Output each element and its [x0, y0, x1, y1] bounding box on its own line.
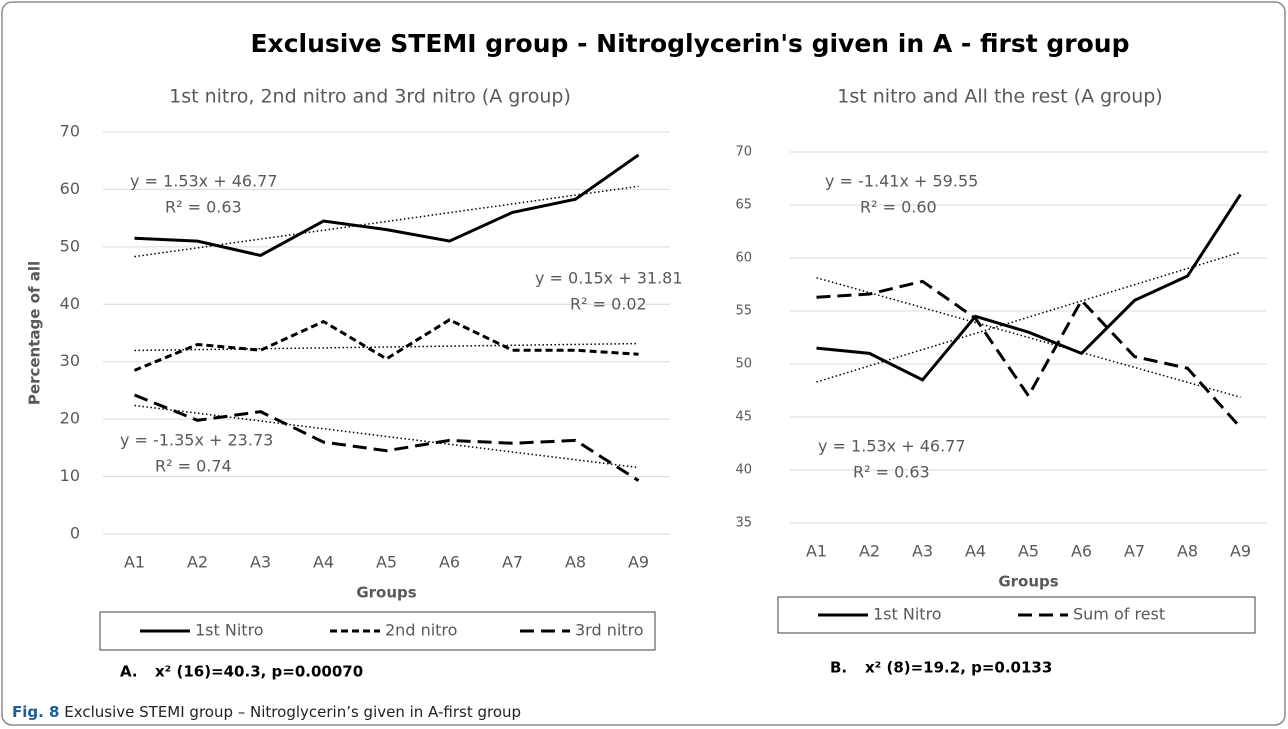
figure-title: Exclusive STEMI group - Nitroglycerin's …	[250, 29, 1129, 58]
legend-label: 3rd nitro	[575, 621, 644, 640]
caption-text: Exclusive STEMI group – Nitroglycerin’s …	[64, 703, 521, 721]
trendline-equation: y = 1.53x + 46.77	[818, 437, 966, 456]
x-tick-label: A1	[124, 553, 145, 572]
series-line	[133, 318, 639, 372]
stat-note-label: B.	[830, 659, 847, 677]
chart-title: 1st nitro, 2nd nitro and 3rd nitro (A gr…	[169, 86, 571, 108]
caption: Fig. 8 Exclusive STEMI group – Nitroglyc…	[12, 703, 521, 721]
caption-label: Fig. 8	[12, 703, 59, 721]
x-tick-label: A5	[376, 553, 397, 572]
trendline	[816, 276, 1241, 399]
x-tick-label: A4	[965, 542, 986, 561]
legend-label: Sum of rest	[1073, 605, 1165, 624]
trendline-r2: R² = 0.60	[860, 198, 937, 217]
trendline-r2: R² = 0.63	[853, 463, 930, 482]
x-axis-label: Groups	[998, 573, 1058, 591]
y-tick-label: 20	[60, 409, 80, 428]
x-tick-label: A7	[502, 553, 523, 572]
legend-label: 1st Nitro	[873, 605, 942, 624]
stat-note: x² (8)=19.2, p=0.0133	[865, 659, 1052, 677]
stat-note-label: A.	[120, 663, 138, 681]
series-line	[133, 393, 640, 482]
trendline-r2: R² = 0.02	[570, 295, 647, 314]
y-tick-label: 70	[60, 122, 80, 141]
trendline-r2: R² = 0.74	[155, 457, 232, 476]
x-tick-label: A4	[313, 553, 334, 572]
series-line	[134, 153, 640, 258]
trendline	[816, 251, 1241, 383]
y-tick-label: 60	[735, 251, 752, 266]
stat-note: x² (16)=40.3, p=0.00070	[155, 663, 363, 681]
trendline-r2: R² = 0.63	[165, 198, 242, 217]
series-line	[816, 193, 1242, 382]
y-tick-label: 40	[735, 463, 752, 478]
trendline-equation: y = 1.53x + 46.77	[130, 172, 278, 191]
x-tick-label: A3	[912, 542, 933, 561]
y-tick-label: 35	[735, 516, 752, 531]
y-tick-label: 45	[735, 410, 752, 425]
x-tick-label: A9	[628, 553, 649, 572]
trendline-equation: y = 0.15x + 31.81	[535, 269, 683, 288]
trendline	[134, 404, 639, 469]
trendline-equation: y = -1.35x + 23.73	[120, 431, 273, 450]
x-tick-label: A1	[806, 542, 827, 561]
y-tick-label: 50	[60, 236, 80, 255]
x-tick-label: A6	[1071, 542, 1092, 561]
y-tick-label: 10	[60, 466, 80, 485]
y-tick-label: 55	[735, 304, 752, 319]
y-tick-label: 65	[735, 198, 752, 213]
x-tick-label: A2	[187, 553, 208, 572]
x-tick-label: A9	[1230, 542, 1251, 561]
x-tick-label: A7	[1124, 542, 1145, 561]
y-tick-label: 30	[60, 351, 80, 370]
x-tick-label: A6	[439, 553, 460, 572]
y-tick-label: 50	[735, 357, 752, 372]
y-tick-label: 60	[60, 179, 80, 198]
chart-title: 1st nitro and All the rest (A group)	[837, 86, 1162, 108]
x-tick-label: A8	[1177, 542, 1198, 561]
series-line	[816, 279, 1242, 429]
x-axis-label: Groups	[356, 584, 416, 602]
x-tick-label: A8	[565, 553, 586, 572]
legend-label: 2nd nitro	[385, 621, 457, 640]
x-tick-label: A3	[250, 553, 271, 572]
trendline-equation: y = -1.41x + 59.55	[825, 172, 978, 191]
legend-label: 1st Nitro	[195, 621, 264, 640]
y-tick-label: 70	[735, 145, 752, 160]
y-axis-label: Percentage of all	[26, 261, 44, 405]
x-tick-label: A5	[1018, 542, 1039, 561]
y-tick-label: 40	[60, 294, 80, 313]
trendline	[134, 342, 639, 352]
x-tick-label: A2	[859, 542, 880, 561]
y-tick-label: 0	[70, 524, 80, 543]
